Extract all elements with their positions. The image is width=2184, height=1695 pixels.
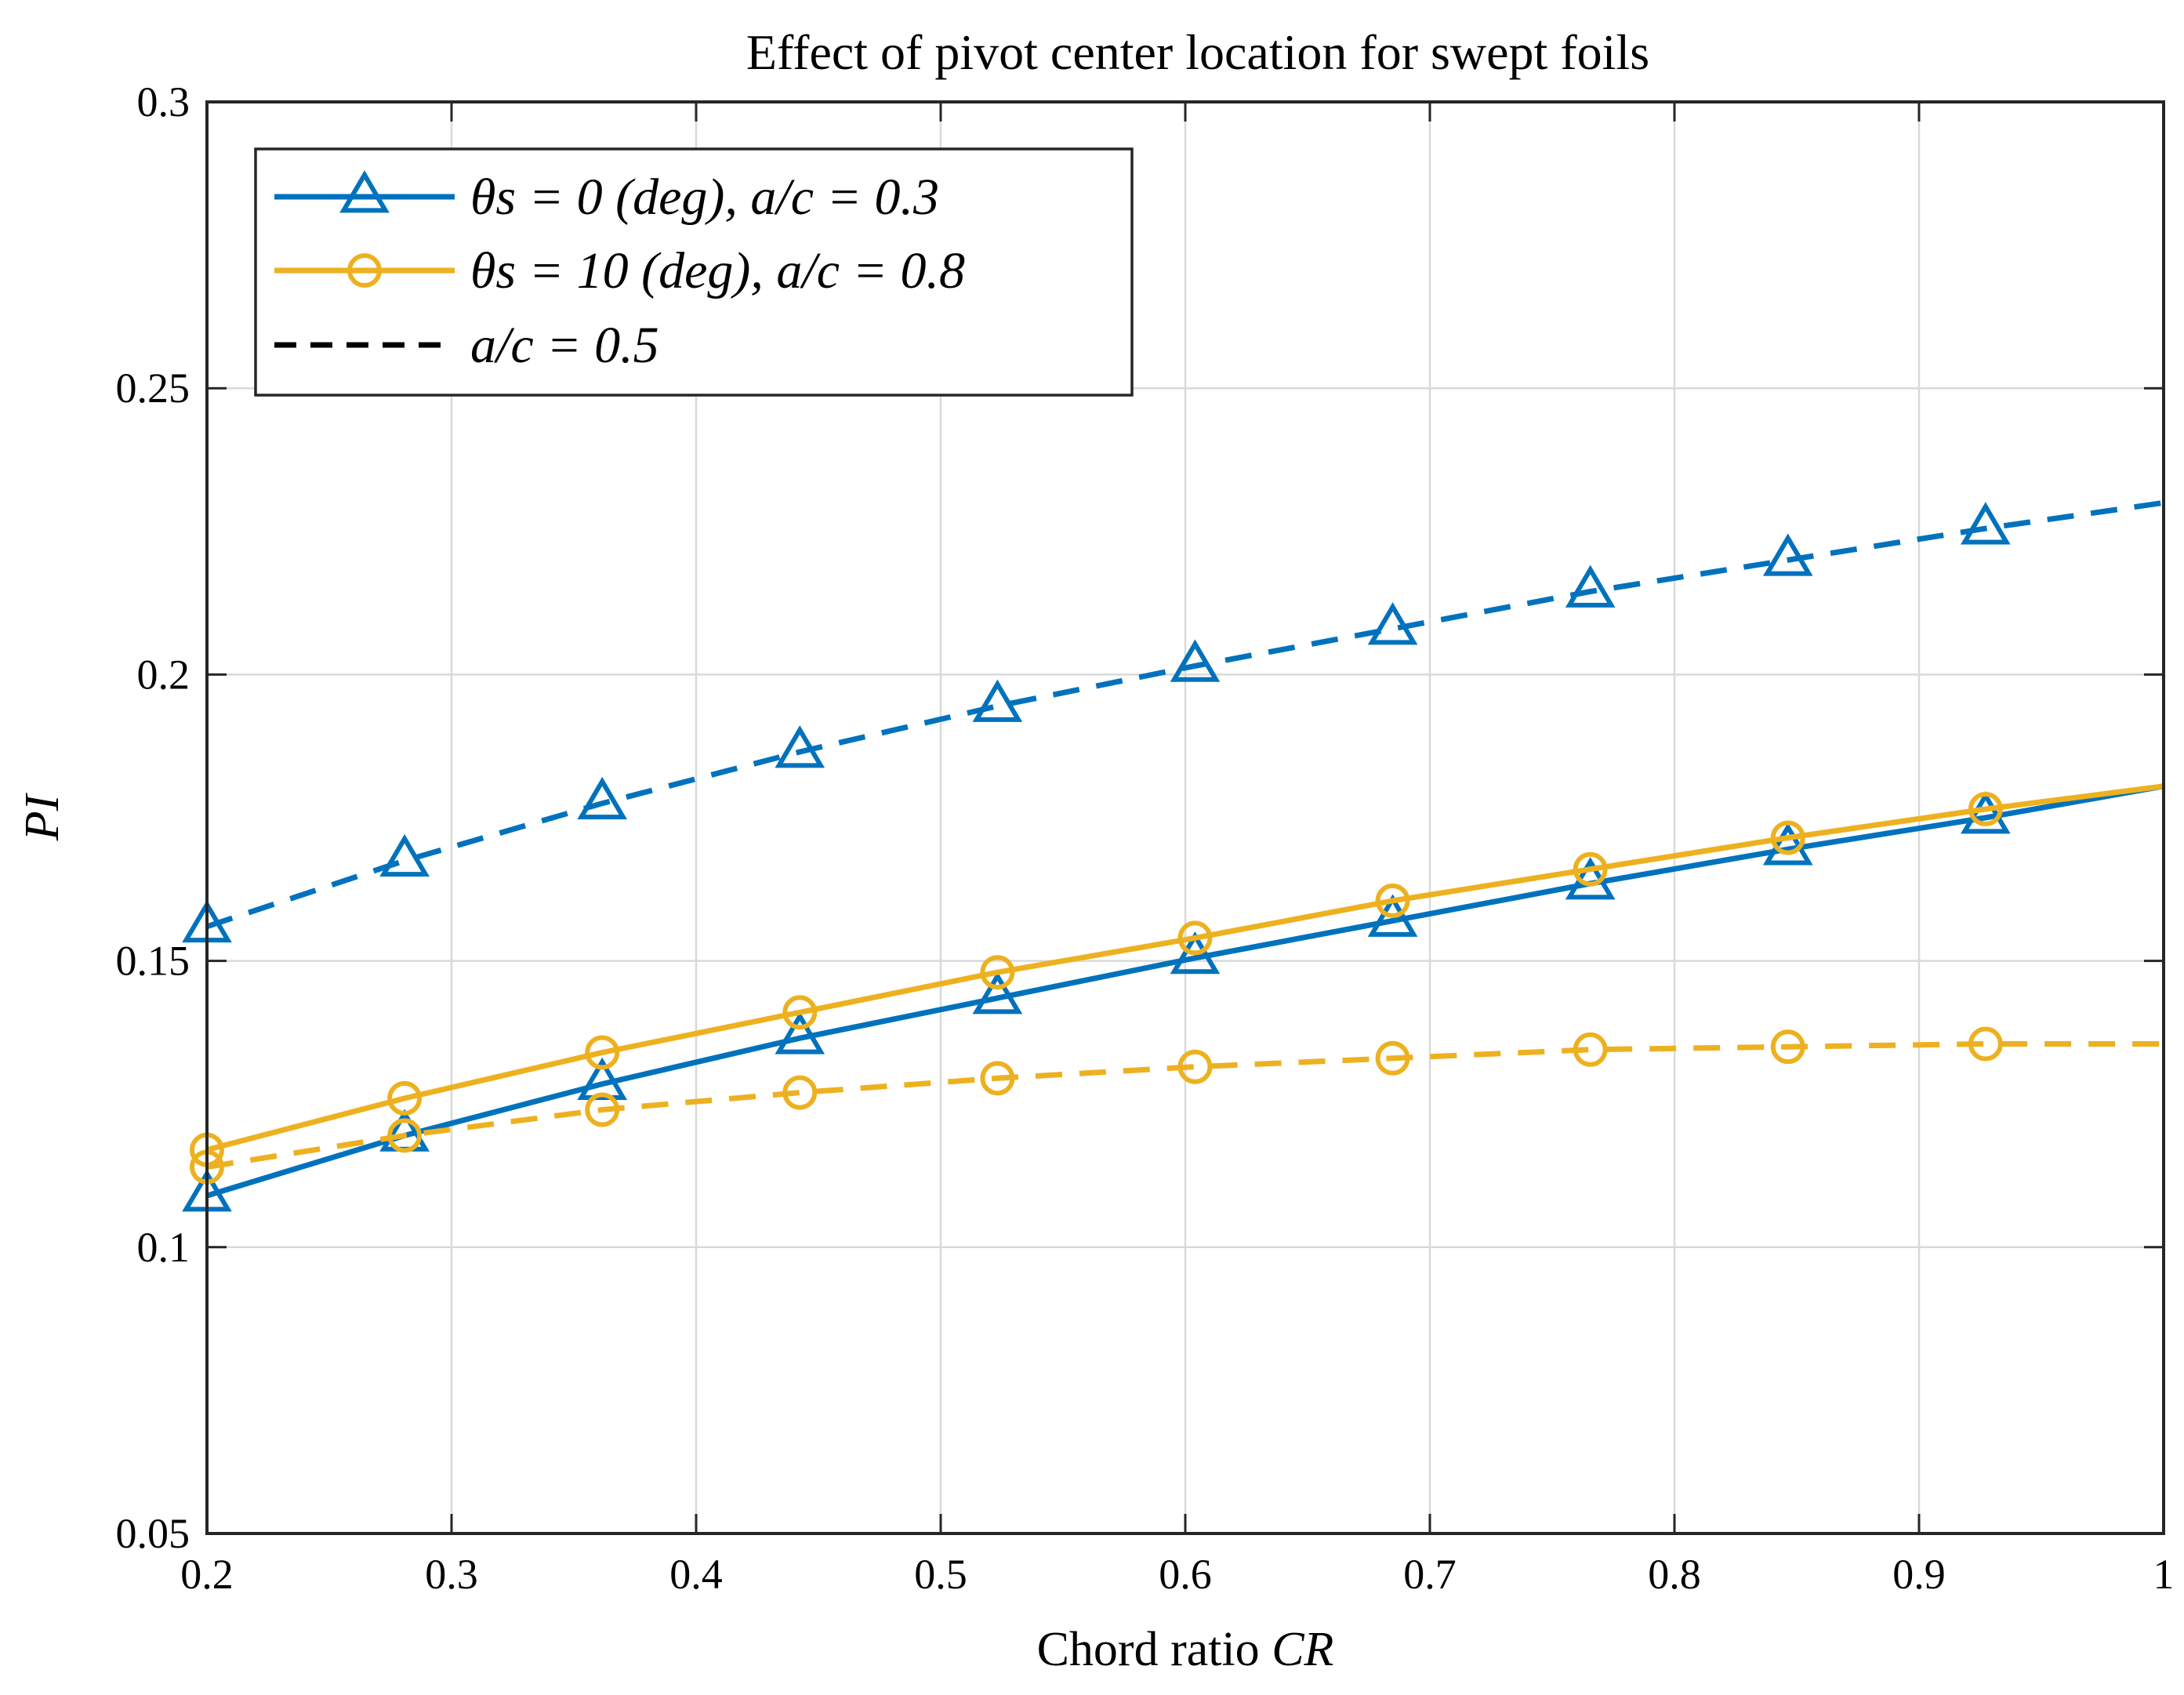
data-point-circle — [1573, 851, 1608, 887]
data-point-circle — [1770, 1029, 1805, 1065]
series-layer — [182, 499, 2164, 1212]
x-tick-label: 0.4 — [669, 1551, 723, 1598]
data-point-circle — [585, 1092, 620, 1127]
data-point-triangle — [1170, 931, 1221, 975]
legend-item-2: a/c = 0.5 — [274, 317, 659, 374]
data-point-triangle — [972, 679, 1023, 722]
data-point-circle — [782, 995, 818, 1030]
chart-title: Effect of pivot center location for swep… — [746, 24, 1649, 80]
series-line — [205, 783, 2164, 1199]
data-point-circle — [1375, 1040, 1410, 1076]
y-tick-label: 0.2 — [137, 651, 190, 698]
data-point-circle — [387, 1118, 423, 1153]
data-point-triangle — [775, 1011, 825, 1054]
y-tick-label: 0.05 — [116, 1510, 190, 1557]
series-line — [206, 783, 2164, 1152]
data-point-triangle — [972, 971, 1023, 1014]
series-2 — [190, 783, 2164, 1167]
data-point-triangle — [1367, 602, 1418, 645]
legend-item-1: θs = 10 (deg), a/c = 0.8 — [274, 242, 965, 299]
x-tick-label: 0.7 — [1403, 1551, 1457, 1598]
legend: θs = 0 (deg), a/c = 0.3 θs = 10 (deg), a/… — [254, 147, 1134, 397]
y-tick-label: 0.1 — [137, 1224, 190, 1271]
data-point-triangle — [1367, 894, 1418, 937]
data-point-triangle — [1170, 639, 1221, 682]
data-point-triangle — [1762, 533, 1813, 576]
y-axis-label: PI — [16, 792, 69, 841]
data-point-triangle — [775, 725, 825, 768]
x-tick-label: 0.5 — [914, 1551, 967, 1598]
data-point-circle — [1177, 1049, 1213, 1084]
data-point-circle — [347, 253, 382, 288]
series-line — [206, 1041, 2164, 1170]
data-point-circle — [782, 1075, 818, 1110]
data-point-circle — [1968, 792, 2003, 827]
x-axis-label: Chord ratio CR — [1037, 1623, 1334, 1676]
data-point-circle — [980, 955, 1015, 990]
data-point-triangle — [339, 170, 390, 213]
y-tick-label: 0.15 — [116, 938, 190, 985]
data-point-circle — [1968, 1026, 2003, 1062]
axis-ticks — [205, 100, 2165, 1535]
data-point-triangle — [1961, 502, 2011, 545]
legend-items: θs = 0 (deg), a/c = 0.3 θs = 10 (deg), a/… — [274, 169, 965, 374]
legend-label: θs = 0 (deg), a/c = 0.3 — [470, 169, 939, 226]
data-point-circle — [980, 1061, 1015, 1096]
x-axis-label-variable: CR — [1272, 1623, 1333, 1676]
data-point-circle — [1770, 820, 1805, 855]
x-tick-label: 0.3 — [425, 1551, 478, 1598]
legend-item-0: θs = 0 (deg), a/c = 0.3 — [274, 169, 939, 226]
x-tick-label: 1 — [2153, 1551, 2175, 1598]
x-tick-label: 0.9 — [1892, 1551, 1946, 1598]
series-3 — [190, 1026, 2164, 1185]
axis-tick-labels: 0.2 0.3 0.4 0.5 0.6 0.7 0.8 0.9 1 0.05 0.1 0.15 0.2 0… — [116, 78, 2175, 1598]
data-point-triangle — [379, 833, 430, 877]
data-point-circle — [1177, 920, 1213, 956]
x-axis-label-text: Chord ratio — [1037, 1623, 1272, 1676]
data-point-triangle — [577, 1057, 628, 1100]
data-point-triangle — [577, 776, 628, 820]
data-point-circle — [1375, 883, 1410, 918]
y-tick-label: 0.3 — [137, 78, 190, 125]
data-point-triangle — [1961, 791, 2011, 834]
legend-label: θs = 10 (deg), a/c = 0.8 — [470, 242, 965, 299]
data-point-circle — [387, 1080, 423, 1116]
legend-label: a/c = 0.5 — [470, 317, 659, 374]
x-tick-label: 0.6 — [1159, 1551, 1212, 1598]
data-point-circle — [585, 1035, 620, 1070]
x-tick-label: 0.8 — [1648, 1551, 1701, 1598]
data-point-triangle — [1565, 564, 1616, 608]
data-point-circle — [1573, 1032, 1608, 1067]
series-line — [205, 499, 2164, 930]
x-tick-label: 0.2 — [180, 1551, 234, 1598]
y-tick-label: 0.25 — [116, 365, 190, 412]
